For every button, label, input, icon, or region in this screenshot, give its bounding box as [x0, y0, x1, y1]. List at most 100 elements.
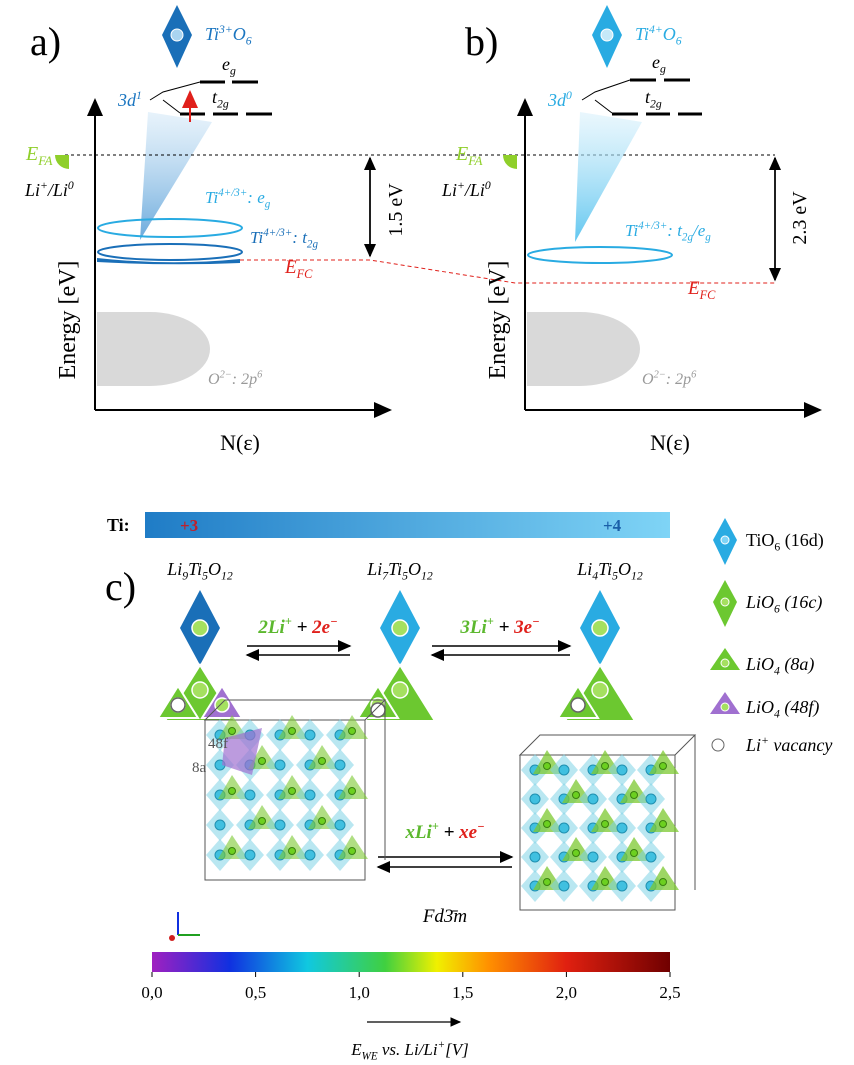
label-part: 3d	[117, 90, 137, 110]
decorations	[55, 5, 820, 1022]
efa-label: EFA	[455, 143, 482, 168]
label-part: +	[292, 617, 312, 638]
label-part: E	[284, 257, 297, 278]
label-part: 4+/3+	[218, 187, 247, 199]
atom	[305, 730, 315, 740]
label-part: O	[233, 24, 246, 44]
oxidation-label: +3	[180, 516, 198, 535]
atom	[245, 790, 255, 800]
atom	[544, 763, 551, 770]
label-part: WE	[362, 1050, 378, 1062]
label-part: 12	[221, 570, 233, 583]
label-part: 6	[691, 370, 697, 381]
legend-label: LiO4 (48f)	[745, 697, 819, 721]
atom	[602, 763, 609, 770]
label-part: Ti	[388, 559, 402, 579]
panel-label: b)	[465, 19, 498, 64]
label-part: 2g	[307, 238, 319, 250]
label-part: E	[687, 278, 700, 299]
legend-label: TiO6 (16d)	[746, 530, 824, 554]
atom	[259, 758, 266, 765]
atom	[660, 763, 667, 770]
label-part: : t	[667, 221, 683, 240]
label-part: Li	[441, 180, 457, 200]
label-part: 6	[676, 35, 682, 48]
atom	[371, 703, 385, 717]
label-part: Li	[745, 735, 761, 755]
x-axis-label: N(ε)	[650, 430, 690, 455]
atom	[544, 821, 551, 828]
label-part: (16d)	[780, 530, 824, 551]
x-axis-label: N(ε)	[220, 430, 260, 455]
atom	[305, 850, 315, 860]
atom	[660, 879, 667, 886]
config-label: 3d1	[117, 89, 142, 110]
label-part: 0	[485, 179, 491, 192]
label-part: e	[222, 54, 230, 74]
atom	[660, 821, 667, 828]
atom	[631, 792, 638, 799]
band-label: Ti4+/3+: t2g/eg	[625, 220, 711, 243]
label-part: xe	[458, 822, 478, 843]
atom	[559, 823, 569, 833]
label-part: O	[208, 559, 221, 579]
label-part: : 2p	[232, 371, 257, 388]
atom	[617, 765, 627, 775]
efc-label: EFC	[284, 257, 313, 281]
config-label: 3d0	[547, 89, 572, 110]
atom	[275, 760, 285, 770]
atom	[275, 820, 285, 830]
atom	[573, 850, 580, 857]
atom	[588, 794, 598, 804]
label-part: (48f)	[780, 697, 820, 718]
t2g-label: t2g	[212, 87, 229, 111]
label-part: 2e	[311, 617, 331, 638]
label-part: 2−	[220, 370, 232, 381]
atom	[559, 881, 569, 891]
gap-label: 1.5 eV	[385, 183, 407, 237]
label-part: 4+/3+	[638, 220, 667, 232]
gap-label: 2.3 eV	[789, 191, 811, 245]
label-part: [V]	[445, 1040, 469, 1059]
atom	[559, 765, 569, 775]
band-label: Ti4+/3+: t2g	[250, 227, 318, 250]
label-part: +	[432, 819, 439, 833]
colorbar-tick-label: 2,5	[659, 983, 680, 1002]
label-part: Ti	[205, 24, 219, 44]
atom	[571, 698, 585, 712]
label-part: /e	[692, 221, 706, 240]
label-part: 0	[566, 89, 572, 102]
label-part: g	[660, 63, 666, 76]
atom	[646, 852, 656, 862]
label-part: : 2p	[666, 371, 691, 388]
label-part: 2−	[654, 370, 666, 381]
label-part: 6	[257, 370, 263, 381]
label-part: Li	[366, 559, 382, 579]
oxygen-label: O2−: 2p6	[208, 370, 263, 388]
atom	[229, 728, 236, 735]
label-part: 1	[136, 89, 142, 102]
label-part: Ti	[635, 24, 649, 44]
band-label: Ti4+/3+: eg	[205, 187, 271, 210]
legend-label: LiO4 (8a)	[745, 654, 814, 678]
label-part: Ti	[188, 559, 202, 579]
oxygen-label: O2−: 2p6	[642, 370, 697, 388]
label-part: 3e	[513, 617, 533, 638]
atom	[171, 698, 185, 712]
atom	[592, 682, 608, 698]
colorbar-tick-label: 2,0	[556, 983, 577, 1002]
atom	[229, 848, 236, 855]
atom	[617, 881, 627, 891]
label-part: e	[652, 52, 660, 72]
atom	[631, 850, 638, 857]
label-part: 2g	[650, 98, 662, 111]
label-part: +	[494, 617, 514, 638]
label-part: g	[230, 65, 236, 78]
atom	[335, 820, 345, 830]
site-label: 8a	[192, 760, 207, 776]
label-part: Ti	[205, 188, 219, 207]
atom	[573, 792, 580, 799]
site-label: 48f	[208, 736, 228, 752]
atom	[592, 620, 608, 636]
label-part: +	[457, 179, 465, 192]
